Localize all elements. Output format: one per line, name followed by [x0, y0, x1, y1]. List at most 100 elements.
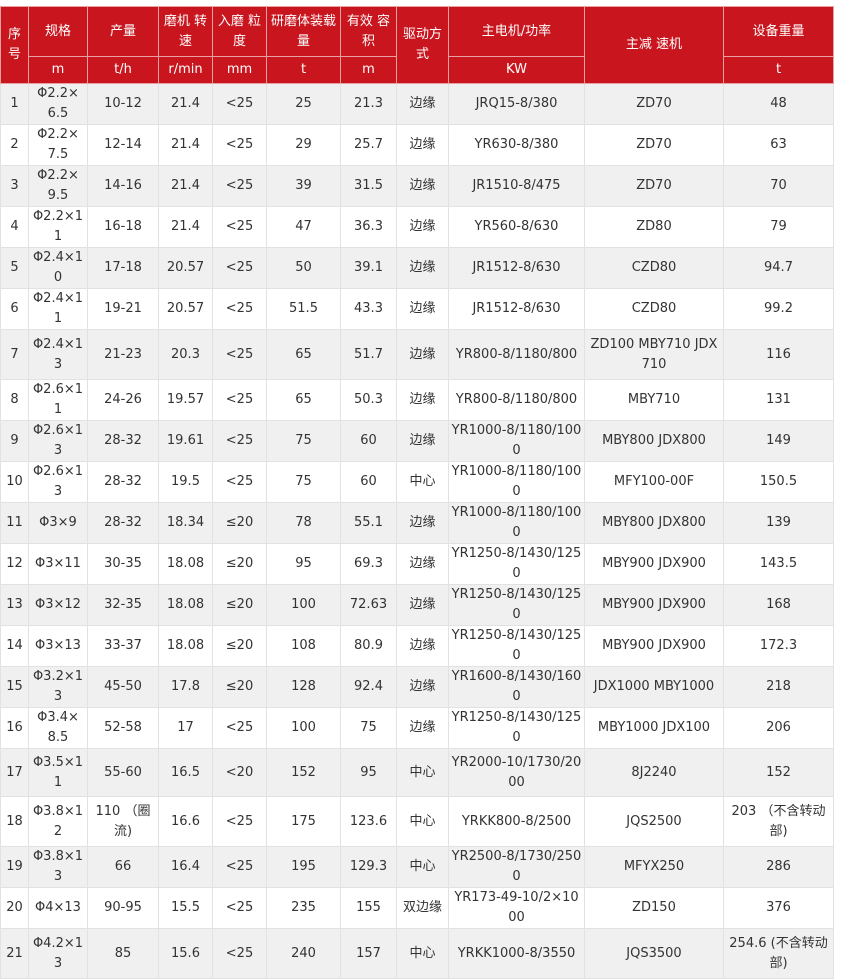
data-cell: 边缘	[396, 420, 449, 462]
data-cell: 240	[266, 928, 341, 979]
data-cell: 17	[158, 707, 213, 749]
data-cell: Φ3.5×11	[28, 748, 88, 797]
data-cell: 218	[723, 666, 834, 708]
data-cell: 14-16	[87, 165, 159, 207]
page: {"table": { "header": ["序号", "规格", "产量",…	[0, 6, 834, 979]
data-cell: 边缘	[396, 206, 449, 248]
data-cell: MBY800 JDX800	[584, 420, 724, 462]
data-cell: 128	[266, 666, 341, 708]
data-cell: Φ2.6×13	[28, 420, 88, 462]
data-cell: 20.57	[158, 247, 213, 289]
data-cell: MFY100-00F	[584, 461, 724, 503]
data-cell: 21	[0, 928, 29, 979]
data-cell: 139	[723, 502, 834, 544]
data-cell: 边缘	[396, 625, 449, 667]
data-cell: ≤20	[212, 625, 267, 667]
data-cell: 172.3	[723, 625, 834, 667]
data-cell: <25	[212, 206, 267, 248]
data-row: 11 Φ3×9 28-32 18.34 ≤20 78 55.1 边缘 YR1000-8/1180…	[0, 502, 834, 544]
data-cell: YR1250-8/1430/1250	[448, 584, 585, 626]
data-cell: ZD150	[584, 887, 724, 929]
data-cell: CZD80	[584, 247, 724, 289]
table-body: 1 Φ2.2×6.5 10-12 21.4 <25 25 21.3 边缘 JRQ15-8/380…	[0, 83, 834, 979]
data-cell: 60	[340, 461, 397, 503]
data-cell: 99.2	[723, 288, 834, 330]
data-cell: Φ3.8×13	[28, 846, 88, 888]
data-cell: Φ3.2×13	[28, 666, 88, 708]
data-cell: Φ2.4×10	[28, 247, 88, 289]
header-cell: 入磨 粒度	[212, 6, 267, 57]
data-cell: JQS3500	[584, 928, 724, 979]
data-cell: Φ2.2×11	[28, 206, 88, 248]
header-cell: 有效 容积	[340, 6, 397, 57]
data-cell: ≤20	[212, 502, 267, 544]
data-cell: Φ3×12	[28, 584, 88, 626]
data-cell: <25	[212, 707, 267, 749]
data-cell: 203 （不含转动部)	[723, 796, 834, 847]
data-cell: 2	[0, 124, 29, 166]
data-cell: <25	[212, 796, 267, 847]
data-cell: YR2500-8/1730/2500	[448, 846, 585, 888]
data-cell: 75	[266, 420, 341, 462]
data-cell: 17-18	[87, 247, 159, 289]
data-row: 7 Φ2.4×13 21-23 20.3 <25 65 51.7 边缘 YR800-8/1180…	[0, 329, 834, 380]
data-cell: 3	[0, 165, 29, 207]
unit-cell: m	[28, 56, 88, 84]
data-cell: 16	[0, 707, 29, 749]
data-cell: 129.3	[340, 846, 397, 888]
data-cell: YR1250-8/1430/1250	[448, 707, 585, 749]
unit-cell: t	[723, 56, 834, 84]
data-cell: YR1000-8/1180/1000	[448, 461, 585, 503]
data-cell: 30-35	[87, 543, 159, 585]
data-cell: Φ3×13	[28, 625, 88, 667]
data-cell: 65	[266, 379, 341, 421]
data-cell: 边缘	[396, 247, 449, 289]
data-cell: 123.6	[340, 796, 397, 847]
data-cell: 43.3	[340, 288, 397, 330]
data-cell: CZD80	[584, 288, 724, 330]
data-row: 19 Φ3.8×13 66 16.4 <25 195 129.3 中心 YR2500-8/173…	[0, 846, 834, 888]
data-cell: 中心	[396, 796, 449, 847]
data-cell: <25	[212, 928, 267, 979]
data-cell: 中心	[396, 748, 449, 797]
data-cell: Φ2.2×7.5	[28, 124, 88, 166]
data-cell: 155	[340, 887, 397, 929]
data-row: 17 Φ3.5×11 55-60 16.5 <20 152 95 中心 YR2000-10/17…	[0, 748, 834, 797]
data-row: 6 Φ2.4×11 19-21 20.57 <25 51.5 43.3 边缘 JR1512-8/…	[0, 288, 834, 330]
data-cell: 边缘	[396, 584, 449, 626]
data-cell: JR1512-8/630	[448, 247, 585, 289]
data-cell: 131	[723, 379, 834, 421]
data-cell: 70	[723, 165, 834, 207]
data-cell: ≤20	[212, 543, 267, 585]
data-cell: JR1510-8/475	[448, 165, 585, 207]
header-cell: 主减 速机	[584, 6, 724, 84]
header-row: 序号 规格 产量 磨机 转速 入磨 粒度 研磨体装载量 有效 容积 驱动方式 主电机/功率 主减 …	[0, 6, 834, 84]
data-cell: 36.3	[340, 206, 397, 248]
data-cell: ≤20	[212, 666, 267, 708]
table-header: 序号 规格 产量 磨机 转速 入磨 粒度 研磨体装载量 有效 容积 驱动方式 主电机/功率 主减 …	[0, 6, 834, 84]
data-cell: <25	[212, 124, 267, 166]
data-cell: 边缘	[396, 165, 449, 207]
data-row: 14 Φ3×13 33-37 18.08 ≤20 108 80.9 边缘 YR1250-8/14…	[0, 625, 834, 667]
data-cell: Φ3.8×12	[28, 796, 88, 847]
data-cell: 21.3	[340, 83, 397, 125]
data-cell: 边缘	[396, 288, 449, 330]
data-row: 21 Φ4.2×13 85 15.6 <25 240 157 中心 YRKK1000-8/355…	[0, 928, 834, 979]
data-cell: 33-37	[87, 625, 159, 667]
data-row: 12 Φ3×11 30-35 18.08 ≤20 95 69.3 边缘 YR1250-8/143…	[0, 543, 834, 585]
data-cell: <25	[212, 83, 267, 125]
data-cell: <25	[212, 846, 267, 888]
data-cell: Φ3.4×8.5	[28, 707, 88, 749]
data-cell: Φ2.6×11	[28, 379, 88, 421]
data-cell: 21.4	[158, 165, 213, 207]
data-cell: JDX1000 MBY1000	[584, 666, 724, 708]
data-cell: 195	[266, 846, 341, 888]
data-cell: 108	[266, 625, 341, 667]
data-cell: 29	[266, 124, 341, 166]
data-cell: 28-32	[87, 461, 159, 503]
data-cell: 152	[723, 748, 834, 797]
data-row: 10 Φ2.6×13 28-32 19.5 <25 75 60 中心 YR1000-8/1180…	[0, 461, 834, 503]
data-cell: JRQ15-8/380	[448, 83, 585, 125]
data-cell: 94.7	[723, 247, 834, 289]
data-cell: 28-32	[87, 502, 159, 544]
